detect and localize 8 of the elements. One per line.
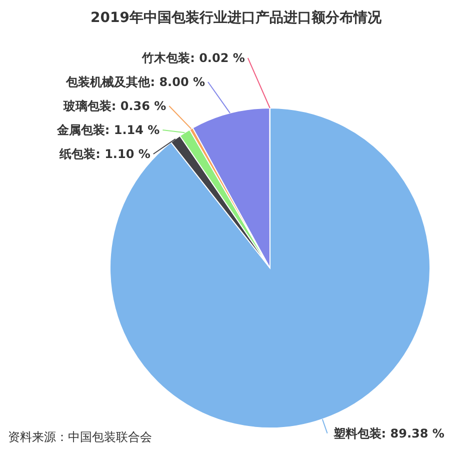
slice-label: 金属包装: 1.14 % xyxy=(56,123,160,137)
slice-label: 包装机械及其他: 8.00 % xyxy=(65,75,206,89)
text: 资料来源：中国包装联合会 xyxy=(8,430,152,444)
slice-label: 竹木包装: 0.02 % xyxy=(141,51,245,65)
slice-label: 玻璃包装: 0.36 % xyxy=(62,99,166,113)
chart-title: 2019年中国包装行业进口产品进口额分布情况 xyxy=(90,9,382,26)
slice-label: 纸包装: 1.10 % xyxy=(58,147,150,161)
slice-label: 塑料包装: 89.38 % xyxy=(332,426,444,440)
